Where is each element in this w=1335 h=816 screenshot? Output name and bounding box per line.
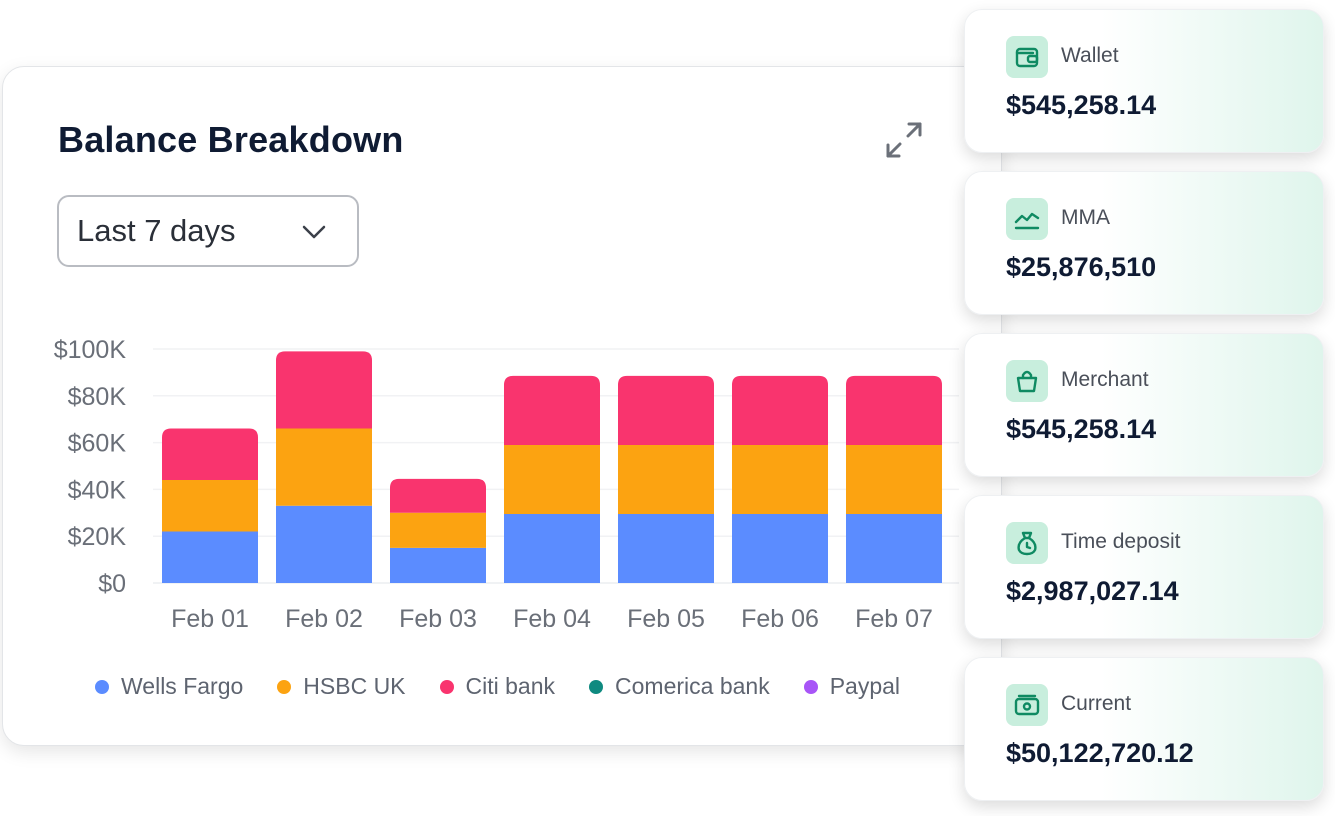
period-select-value: Last 7 days [77, 213, 236, 248]
bar-segment-citi-bank [504, 375, 600, 445]
bar-segment-wells-fargo [162, 531, 258, 583]
bar-segment-citi-bank [732, 375, 828, 445]
period-select[interactable]: Last 7 days [57, 195, 359, 267]
legend-dot [439, 679, 454, 694]
x-tick-label: Feb 07 [855, 605, 933, 633]
stacked-bar-chart: $0 $20K $40K $60K $80K $100K Feb 01 Feb 02 Feb 0… [54, 336, 959, 633]
bar-segment-citi-bank [846, 375, 942, 445]
account-balance: $25,876,510 [1006, 252, 1157, 282]
legend-dot [95, 679, 109, 694]
account-card-time-deposit[interactable]: Time deposit $2,987,027.14 [964, 495, 1324, 639]
money-bag-icon [1006, 522, 1048, 564]
bar-segment-citi-bank [162, 428, 258, 481]
x-tick-label: Feb 01 [171, 605, 249, 633]
legend-dot [589, 679, 604, 694]
y-tick-label: $20K [68, 523, 127, 551]
bar-segment-hsbc-uk [162, 480, 258, 532]
account-label: Current [1061, 692, 1132, 715]
legend-label: HSBC UK [303, 673, 406, 699]
bar-segment-hsbc-uk [390, 512, 486, 548]
y-tick-label: $0 [98, 570, 126, 598]
bar-segment-wells-fargo [276, 505, 372, 583]
y-tick-label: $40K [68, 476, 127, 504]
legend-dot [277, 679, 292, 694]
bar-segment-hsbc-uk [846, 444, 942, 514]
account-label: Wallet [1061, 44, 1119, 67]
bar-segment-wells-fargo [846, 513, 942, 583]
shopping-bag-icon [1006, 360, 1048, 402]
y-tick-label: $100K [54, 336, 127, 364]
bar-segment-wells-fargo [618, 513, 714, 583]
x-tick-label: Feb 02 [285, 605, 363, 633]
account-balance: $2,987,027.14 [1006, 576, 1179, 606]
legend-item[interactable]: Wells Fargo [95, 673, 243, 700]
bar-segment-hsbc-uk [276, 428, 372, 506]
account-card-merchant[interactable]: Merchant $545,258.14 [964, 333, 1324, 477]
legend-item[interactable]: Paypal [803, 673, 901, 700]
x-tick-label: Feb 04 [513, 605, 591, 633]
card-title: Balance Breakdown [58, 119, 404, 160]
bar-segment-citi-bank [390, 478, 486, 513]
chevron-down-icon [302, 225, 326, 239]
bar-segment-hsbc-uk [732, 444, 828, 514]
bar-segment-hsbc-uk [618, 444, 714, 514]
account-balance: $50,122,720.12 [1006, 738, 1194, 768]
bar-segment-hsbc-uk [504, 444, 600, 514]
account-label: Time deposit [1061, 530, 1181, 553]
account-balance: $545,258.14 [1006, 414, 1157, 444]
legend-label: Paypal [829, 673, 901, 699]
legend-item[interactable]: Citi bank [439, 673, 556, 700]
y-tick-label: $60K [68, 430, 127, 458]
expand-icon[interactable] [883, 119, 925, 161]
cash-icon [1006, 684, 1048, 726]
legend-label: Citi bank [465, 673, 556, 699]
chart-legend: Wells Fargo HSBC UK Citi bank Comerica bank… [95, 673, 934, 700]
trend-line-icon [1006, 198, 1048, 240]
account-card-mma[interactable]: MMA $25,876,510 [964, 171, 1324, 315]
legend-item[interactable]: Comerica bank [589, 673, 770, 700]
legend-dot [803, 679, 818, 694]
account-card-wallet[interactable]: Wallet $545,258.14 [964, 9, 1324, 153]
x-tick-label: Feb 06 [741, 605, 819, 633]
bar-segment-wells-fargo [732, 513, 828, 583]
account-card-current[interactable]: Current $50,122,720.12 [964, 657, 1324, 801]
bar-segment-wells-fargo [390, 547, 486, 583]
account-label: Merchant [1061, 368, 1149, 391]
account-label: MMA [1061, 206, 1110, 229]
bar-segment-citi-bank [276, 351, 372, 429]
y-tick-label: $80K [68, 383, 127, 411]
bar-segment-wells-fargo [504, 513, 600, 583]
legend-item[interactable]: HSBC UK [277, 673, 406, 700]
legend-label: Comerica bank [615, 673, 770, 699]
x-tick-label: Feb 03 [399, 605, 477, 633]
legend-label: Wells Fargo [121, 673, 244, 699]
balance-breakdown-card: Balance Breakdown Last 7 days $0 $20K $40K… [2, 66, 1002, 746]
bar-segment-citi-bank [618, 375, 714, 445]
x-tick-label: Feb 05 [627, 605, 705, 633]
wallet-icon [1006, 36, 1048, 78]
account-balance: $545,258.14 [1006, 90, 1157, 120]
